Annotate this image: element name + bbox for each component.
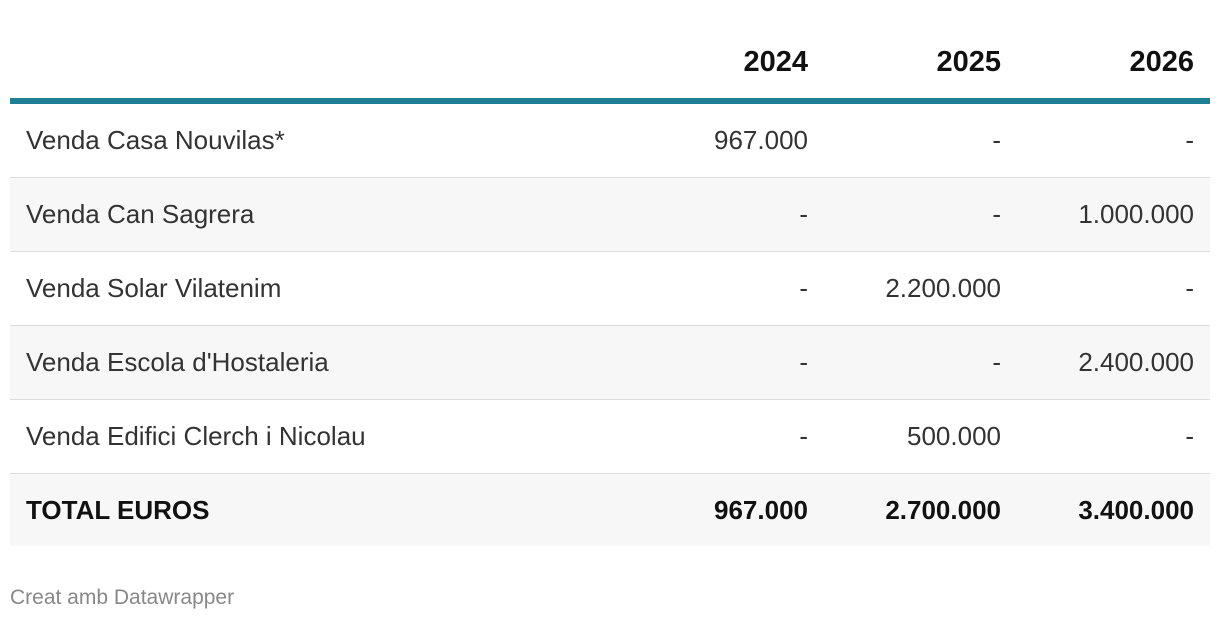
cell-2026: - [1017, 101, 1210, 178]
column-header-2025: 2025 [824, 27, 1017, 104]
total-label: TOTAL EUROS [10, 473, 634, 546]
column-header-label [10, 27, 634, 104]
cell-2024: - [634, 251, 824, 326]
row-label: Venda Edifici Clerch i Nicolau [10, 399, 634, 474]
total-2026: 3.400.000 [1017, 473, 1210, 546]
row-label: Venda Solar Vilatenim [10, 251, 634, 326]
table-row: Venda Edifici Clerch i Nicolau - 500.000… [10, 399, 1210, 474]
row-label: Venda Escola d'Hostaleria [10, 325, 634, 400]
total-2024: 967.000 [634, 473, 824, 546]
total-2025: 2.700.000 [824, 473, 1017, 546]
column-header-2024: 2024 [634, 27, 824, 104]
datawrapper-credit: Creat amb Datawrapper [10, 586, 235, 609]
cell-2026: 1.000.000 [1017, 177, 1210, 252]
cell-2026: 2.400.000 [1017, 325, 1210, 400]
cell-2025: - [824, 101, 1017, 178]
column-header-2026: 2026 [1017, 27, 1210, 104]
cell-2024: - [634, 177, 824, 252]
cell-2024: - [634, 399, 824, 474]
table-header-row: 2024 2025 2026 [10, 27, 1210, 104]
cell-2025: - [824, 177, 1017, 252]
cell-2026: - [1017, 399, 1210, 474]
cell-2025: 500.000 [824, 399, 1017, 474]
cell-2024: 967.000 [634, 101, 824, 178]
table-row: Venda Casa Nouvilas* 967.000 - - [10, 101, 1210, 178]
cell-2024: - [634, 325, 824, 400]
cell-2025: - [824, 325, 1017, 400]
cell-2026: - [1017, 251, 1210, 326]
table-row: Venda Can Sagrera - - 1.000.000 [10, 177, 1210, 252]
sales-table: 2024 2025 2026 Venda Casa Nouvilas* 967.… [10, 27, 1210, 546]
row-label: Venda Casa Nouvilas* [10, 101, 634, 178]
row-label: Venda Can Sagrera [10, 177, 634, 252]
table-row: Venda Escola d'Hostaleria - - 2.400.000 [10, 325, 1210, 400]
total-row: TOTAL EUROS 967.000 2.700.000 3.400.000 [10, 473, 1210, 546]
data-table-container: 2024 2025 2026 Venda Casa Nouvilas* 967.… [10, 27, 1210, 546]
cell-2025: 2.200.000 [824, 251, 1017, 326]
table-row: Venda Solar Vilatenim - 2.200.000 - [10, 251, 1210, 326]
